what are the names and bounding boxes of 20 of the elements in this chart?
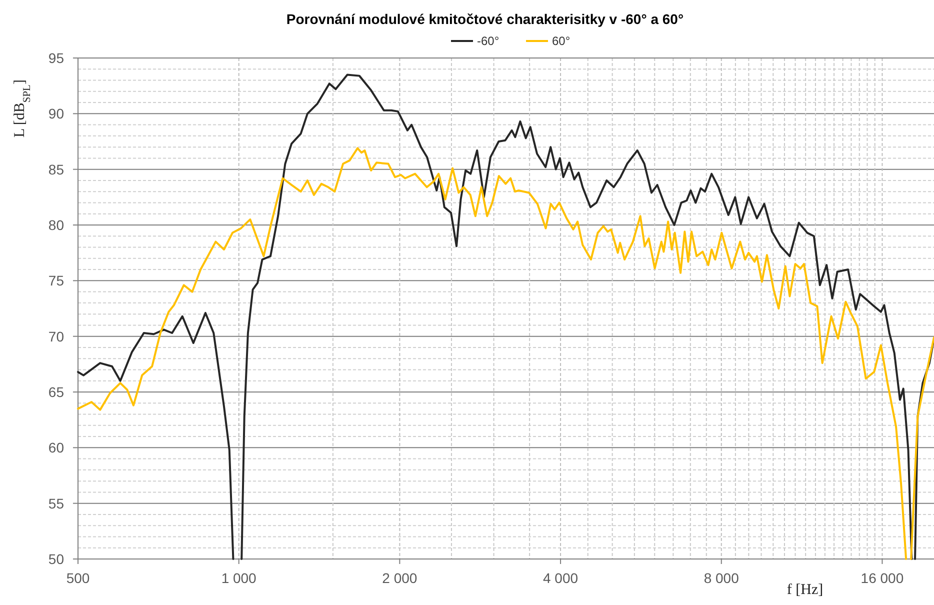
y-tick-label: 60 — [48, 440, 64, 456]
y-tick-label: 85 — [48, 161, 64, 178]
y-tick-label: 65 — [48, 384, 64, 400]
x-axis-title: f [Hz] — [786, 582, 824, 598]
x-tick-label: 500 — [66, 570, 90, 586]
y-tick-label: 55 — [48, 495, 64, 512]
y-tick-label: 50 — [48, 551, 64, 567]
y-tick-label: 80 — [48, 217, 64, 233]
y-tick-label: 95 — [48, 50, 64, 66]
x-tick-label: 16 000 — [860, 570, 904, 586]
y-tick-label: 75 — [48, 272, 64, 289]
chart-title: Porovnání modulové kmitočtové charakterisitky v -60° a 60° — [286, 11, 684, 27]
x-tick-label: 2 000 — [382, 570, 418, 586]
x-tick-label: 8 000 — [704, 570, 740, 586]
legend-label: 60° — [552, 34, 570, 48]
y-tick-label: 90 — [48, 106, 64, 122]
x-tick-label: 1 000 — [221, 570, 257, 586]
legend-label: -60° — [477, 34, 500, 48]
x-tick-label: 4 000 — [543, 570, 578, 586]
y-tick-label: 70 — [48, 328, 64, 344]
